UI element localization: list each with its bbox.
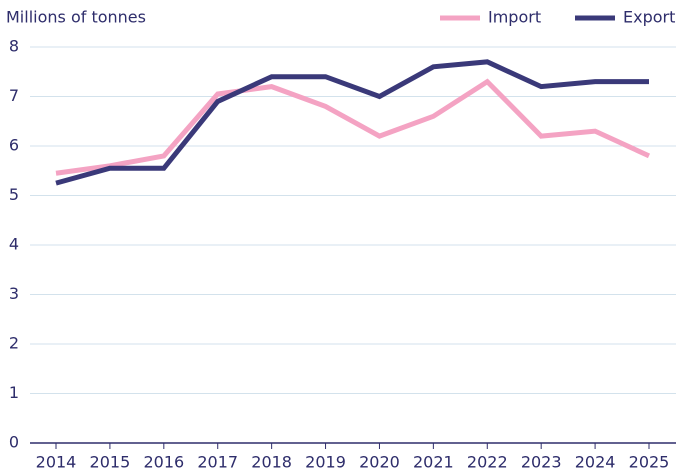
x-tick-label: 2023 bbox=[521, 453, 562, 472]
y-tick-label: 5 bbox=[9, 185, 19, 204]
y-tick-label: 0 bbox=[9, 433, 19, 452]
y-axis-label: Millions of tonnes bbox=[6, 8, 146, 27]
y-tick-label: 4 bbox=[9, 235, 19, 254]
x-tick-label: 2021 bbox=[413, 453, 454, 472]
legend-label: Export bbox=[623, 8, 675, 27]
y-tick-label: 3 bbox=[9, 284, 19, 303]
x-tick-label: 2025 bbox=[629, 453, 670, 472]
y-tick-label: 8 bbox=[9, 37, 19, 56]
x-tick-label: 2018 bbox=[251, 453, 292, 472]
y-tick-label: 2 bbox=[9, 334, 19, 353]
series-line bbox=[55, 59, 649, 186]
x-tick-label: 2014 bbox=[36, 453, 77, 472]
x-tick-label: 2017 bbox=[197, 453, 238, 472]
x-tick-label: 2024 bbox=[575, 453, 616, 472]
series-line bbox=[55, 78, 651, 176]
x-tick-label: 2016 bbox=[143, 453, 184, 472]
legend-label: Import bbox=[488, 8, 541, 27]
x-tick-label: 2019 bbox=[305, 453, 346, 472]
x-tick-label: 2020 bbox=[359, 453, 400, 472]
x-tick-label: 2022 bbox=[467, 453, 508, 472]
y-tick-label: 1 bbox=[9, 383, 19, 402]
y-tick-label: 6 bbox=[9, 136, 19, 155]
y-tick-label: 7 bbox=[9, 86, 19, 105]
x-tick-label: 2015 bbox=[90, 453, 131, 472]
